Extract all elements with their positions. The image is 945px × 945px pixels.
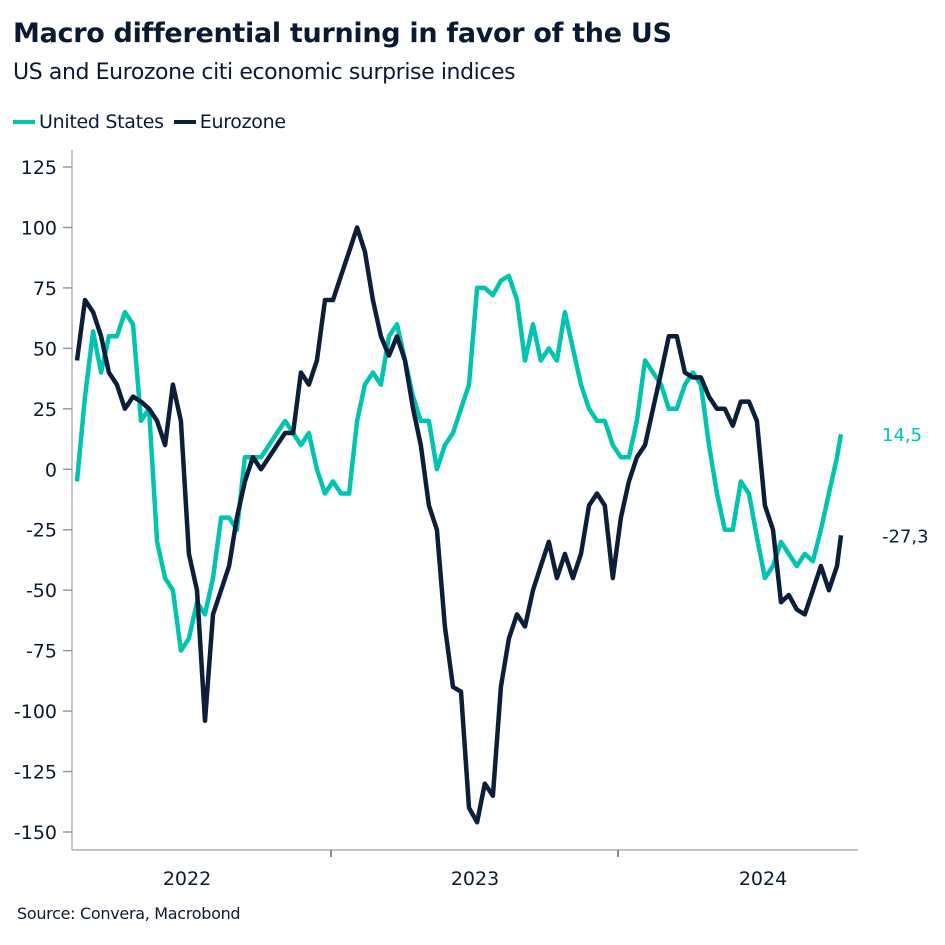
series-line-united-states <box>74 273 844 653</box>
legend: United States Eurozone <box>13 111 286 133</box>
y-tick-label: 25 <box>33 399 57 421</box>
legend-item-eurozone: Eurozone <box>173 111 286 133</box>
y-tick-label: 100 <box>21 217 57 239</box>
y-tick-label: -75 <box>26 641 57 663</box>
legend-label-us: United States <box>39 111 164 133</box>
y-tick-label: 50 <box>33 338 57 360</box>
y-tick-label: 75 <box>33 278 57 300</box>
source-note: Source: Convera, Macrobond <box>17 904 241 923</box>
y-tick-label: -125 <box>14 762 57 784</box>
legend-item-us: United States <box>13 111 164 133</box>
legend-swatch-us <box>13 120 35 124</box>
y-tick-label: 125 <box>21 157 57 179</box>
chart-title: Macro differential turning in favor of t… <box>13 18 672 49</box>
y-tick-label: -100 <box>14 701 57 723</box>
legend-swatch-eurozone <box>173 120 196 124</box>
y-tick-label: -50 <box>26 580 57 602</box>
end-value-label: -27,3 <box>882 526 929 547</box>
chart-subtitle: US and Eurozone citi economic surprise i… <box>13 60 516 85</box>
series-line-eurozone <box>74 225 844 825</box>
x-tick-label: 2024 <box>739 868 787 890</box>
x-tick-label: 2022 <box>163 868 211 890</box>
x-tick-label: 2023 <box>451 868 499 890</box>
y-tick-label: -150 <box>14 822 57 844</box>
y-tick-label: 0 <box>45 459 57 481</box>
y-tick-label: -25 <box>26 520 57 542</box>
end-value-label: 14,5 <box>882 425 922 446</box>
legend-label-eurozone: Eurozone <box>199 111 286 133</box>
